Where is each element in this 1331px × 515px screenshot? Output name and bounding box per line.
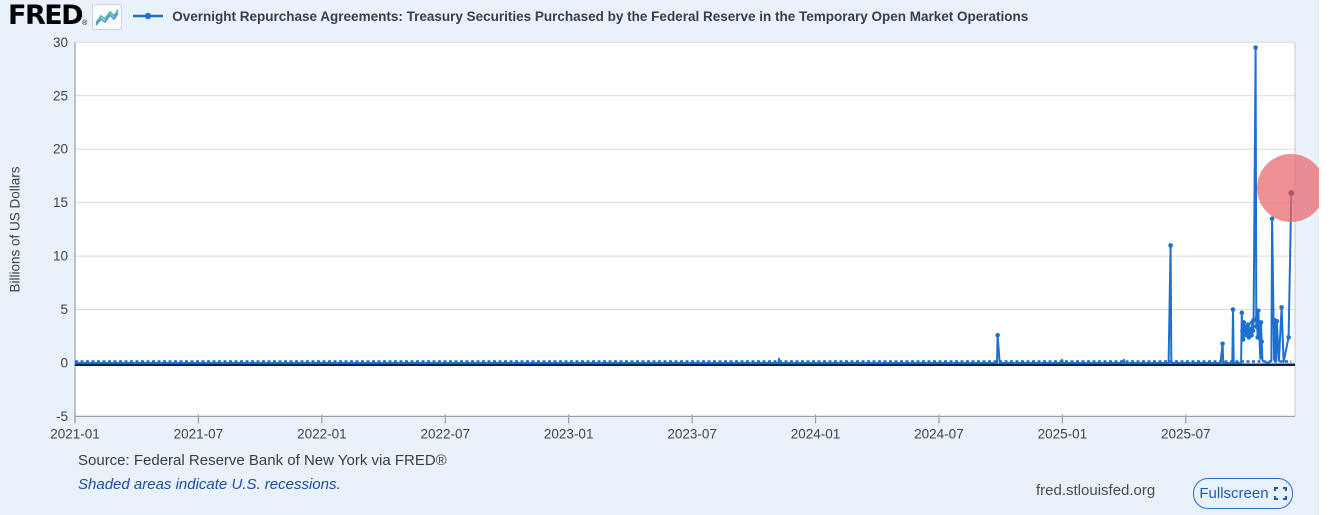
fred-logo-text: FRED xyxy=(8,0,84,31)
data-point-marker xyxy=(1168,243,1173,248)
fred-logo[interactable]: FRED ® xyxy=(8,2,87,30)
x-tick-label: 2024-07 xyxy=(914,426,964,441)
y-tick-label: 30 xyxy=(53,35,68,50)
data-point-marker xyxy=(1220,341,1225,347)
data-point-marker xyxy=(1269,216,1275,221)
data-point-marker xyxy=(1245,330,1250,336)
data-point-marker xyxy=(1239,310,1245,316)
data-point-marker xyxy=(1254,315,1260,321)
data-point-marker xyxy=(1256,308,1261,313)
y-tick-label: 20 xyxy=(53,142,68,157)
data-point-marker xyxy=(1230,307,1236,312)
data-point-marker xyxy=(1249,332,1254,338)
fullscreen-expand-icon xyxy=(1273,487,1287,500)
plot-background xyxy=(75,42,1295,417)
fullscreen-button[interactable]: Fullscreen xyxy=(1193,478,1293,509)
data-point-marker xyxy=(1245,322,1251,327)
x-tick-label: 2022-07 xyxy=(420,426,470,441)
y-tick-label: 15 xyxy=(53,195,68,210)
data-point-marker xyxy=(1253,324,1259,329)
data-point-marker xyxy=(1240,337,1246,342)
x-tick-label: 2023-01 xyxy=(544,426,594,441)
y-tick-label: 10 xyxy=(53,249,68,264)
data-point-marker xyxy=(1250,328,1256,334)
data-point-marker xyxy=(1286,335,1291,340)
data-point-marker xyxy=(1255,335,1260,340)
line-chart-icon xyxy=(92,4,123,30)
x-tick-label: 2025-07 xyxy=(1161,426,1211,441)
y-tick-label: 25 xyxy=(53,88,68,103)
chart-header: FRED ® Overnight Repurchase Agreements: … xyxy=(0,0,1320,32)
data-point-marker xyxy=(1274,319,1280,324)
y-tick-label: 0 xyxy=(60,356,68,371)
x-tick-label: 2021-07 xyxy=(174,426,224,441)
recession-note-link[interactable]: Shaded areas indicate U.S. recessions. xyxy=(78,476,341,493)
data-point-marker xyxy=(995,332,1000,338)
last-data-point-marker xyxy=(1288,190,1295,196)
x-tick-label: 2022-01 xyxy=(297,426,347,441)
data-point-marker xyxy=(1258,320,1264,325)
fred-site-link[interactable]: fred.stlouisfed.org xyxy=(1036,482,1156,499)
data-point-marker xyxy=(1240,328,1245,334)
x-tick-label: 2021-01 xyxy=(50,426,100,441)
y-axis-label: Billions of US Dollars xyxy=(7,166,23,293)
source-text: Source: Federal Reserve Bank of New York… xyxy=(78,452,447,469)
data-point-marker xyxy=(1251,317,1256,323)
y-tick-label: 5 xyxy=(60,302,68,317)
series-legend-marker xyxy=(132,11,164,21)
fullscreen-button-label: Fullscreen xyxy=(1199,485,1269,502)
x-tick-label: 2024-01 xyxy=(791,426,841,441)
series-title: Overnight Repurchase Agreements: Treasur… xyxy=(172,8,1029,24)
y-tick-label: -5 xyxy=(56,409,68,424)
right-margin-strip xyxy=(1319,0,1331,515)
registered-mark-icon: ® xyxy=(82,20,88,27)
data-point-marker xyxy=(1279,305,1284,310)
x-tick-label: 2025-01 xyxy=(1038,426,1088,441)
data-point-marker xyxy=(1259,339,1264,344)
data-point-marker xyxy=(1253,45,1258,50)
x-tick-label: 2023-07 xyxy=(667,426,717,441)
data-point-marker xyxy=(1241,320,1247,325)
